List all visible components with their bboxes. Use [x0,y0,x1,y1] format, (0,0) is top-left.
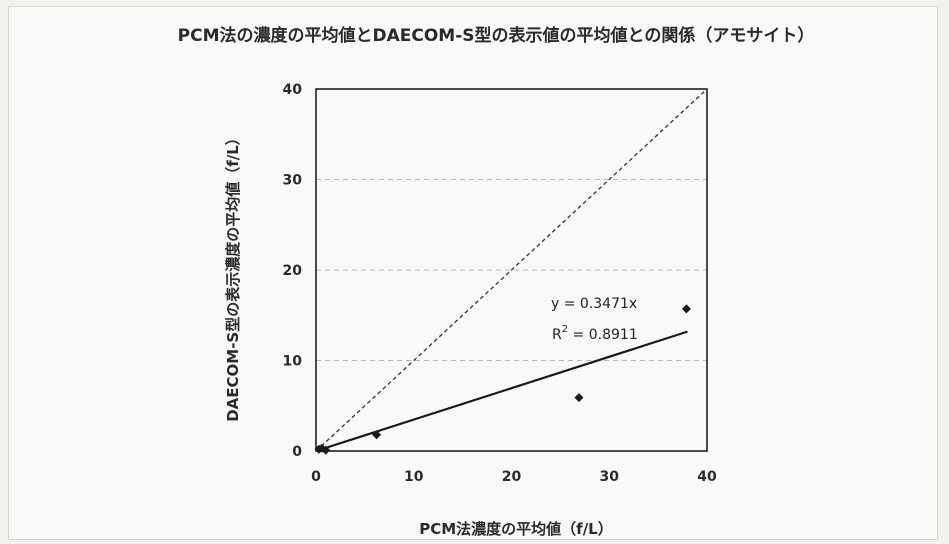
plot-border [315,88,708,452]
x-tick-label-40: 40 [697,469,717,485]
x-tick-label-30: 30 [600,469,620,485]
trendline-group [315,330,688,453]
plot-area [315,88,708,452]
data-point-3 [321,445,331,455]
trendline [315,330,688,453]
chart-title: PCM法の濃度の平均値とDAECOM-S型の表示値の平均値との関係（アモサイト） [178,25,815,46]
scatter-chart: PCM法の濃度の平均値とDAECOM-S型の表示値の平均値との関係（アモサイト）… [178,25,815,538]
y-tick-label-10: 10 [283,354,303,370]
y-tick-label-0: 0 [292,444,302,460]
x-axis-ticks: 0 10 20 30 40 [311,469,717,485]
r-squared-label: R2 = 0.8911 [552,324,638,343]
x-tick-label-20: 20 [502,469,522,485]
data-point-4 [372,430,382,440]
grid-lines [316,179,707,361]
trendline-equation: y = 0.3471x [551,296,637,312]
y-tick-label-40: 40 [283,82,303,98]
chart-figure: PCM法の濃度の平均値とDAECOM-S型の表示値の平均値との関係（アモサイト）… [8,6,938,540]
x-axis-title: PCM法濃度の平均値（f/L） [419,520,613,538]
x-tick-label-0: 0 [311,469,321,485]
data-point-5 [574,393,584,403]
data-points [314,304,691,455]
y-axis-ticks: 0 10 20 30 40 [283,82,303,460]
y-axis-title: DAECOM-S型の表示濃度の平均値（f/L） [224,130,242,422]
reference-line-group [315,88,708,452]
reference-line [315,88,708,452]
y-tick-label-20: 20 [283,263,303,279]
y-tick-label-30: 30 [283,173,303,189]
x-tick-label-10: 10 [404,469,424,485]
data-point-6 [681,304,691,314]
